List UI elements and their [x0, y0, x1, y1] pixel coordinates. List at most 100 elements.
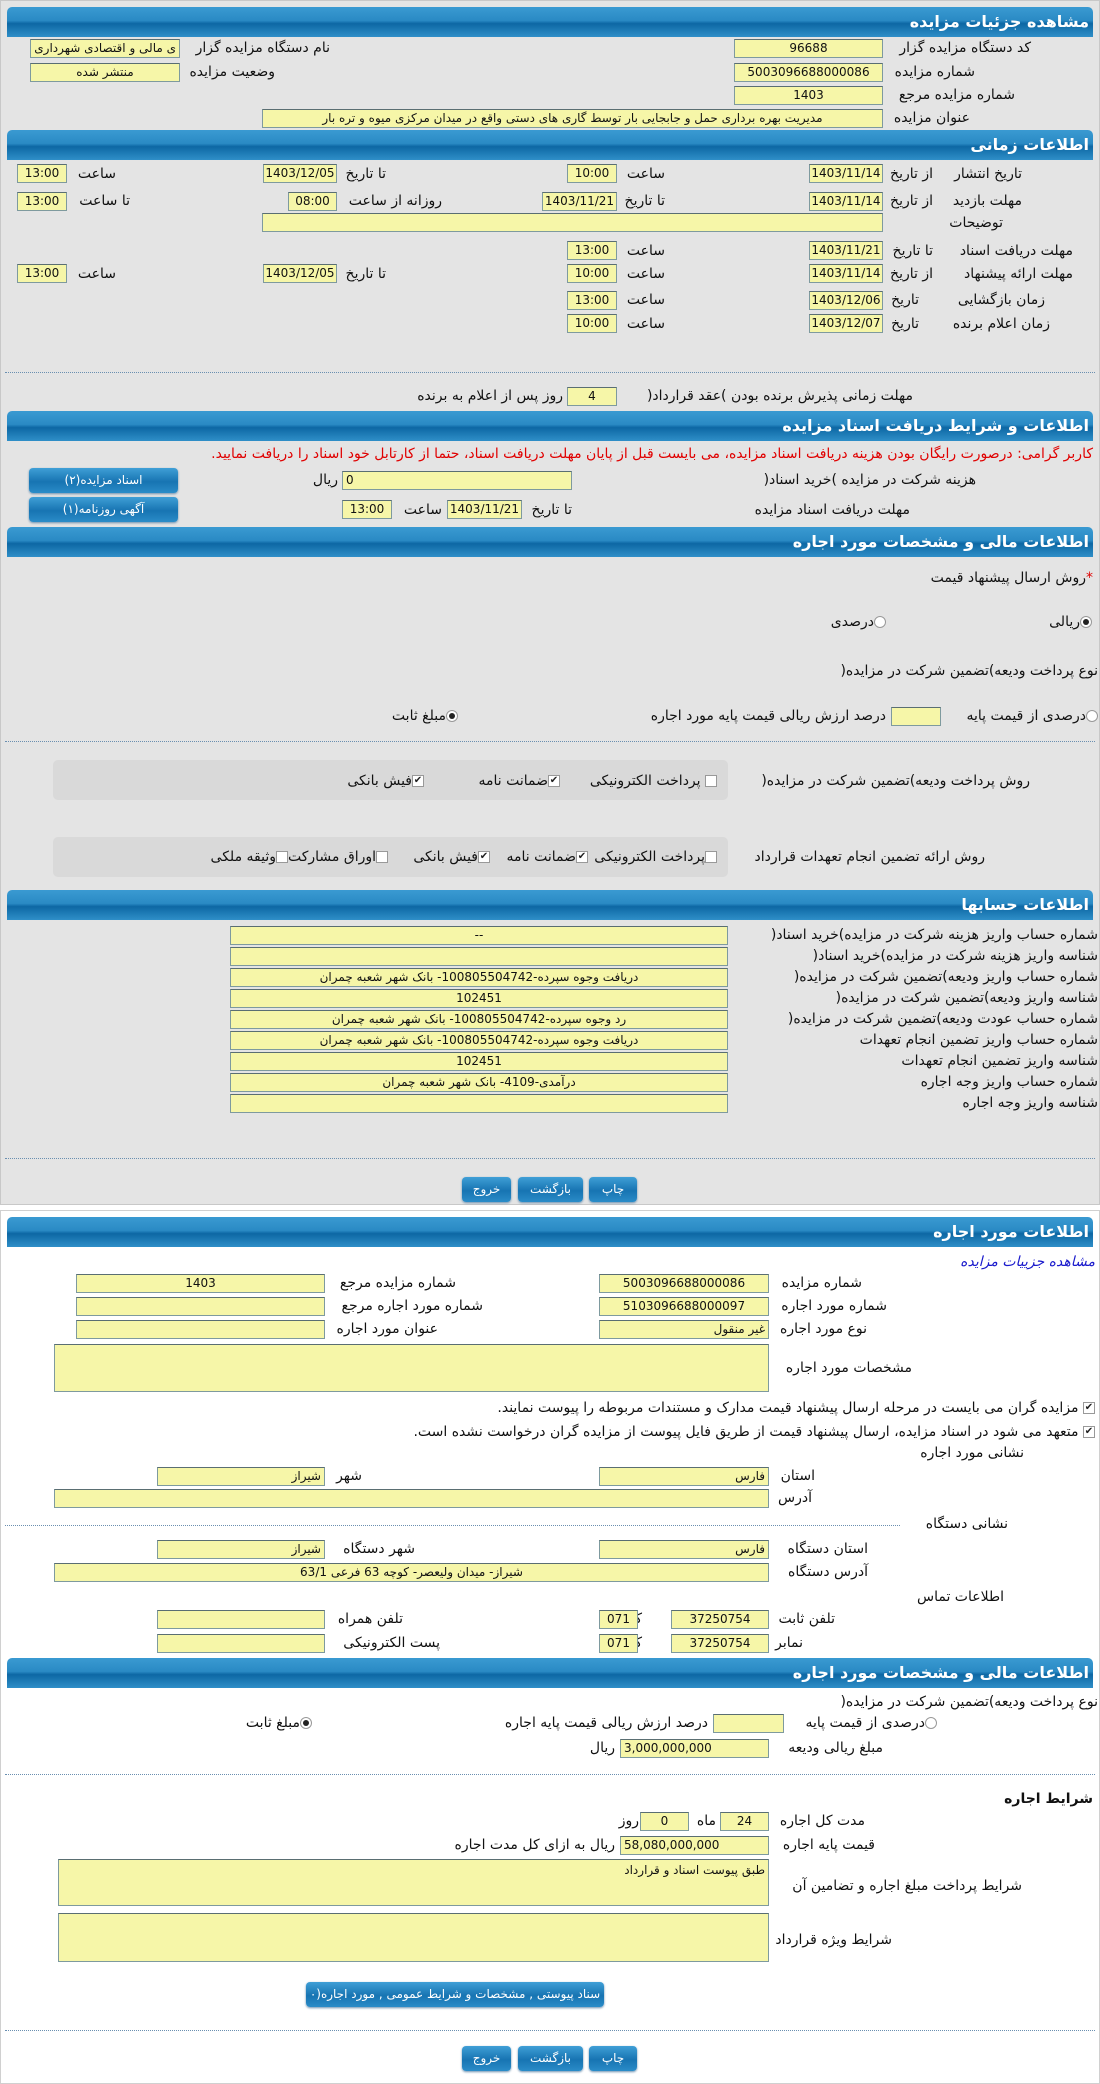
province-field[interactable]: فارس	[599, 1467, 769, 1486]
radio-rial[interactable]: ریالی	[1049, 612, 1092, 632]
newspaper-ad-button[interactable]: آگهی روزنامه(۱)	[29, 497, 178, 522]
radio-button[interactable]	[300, 1717, 312, 1729]
attach-docs-checkbox[interactable]: ✔ مزایده گران می بایست در مرحله ارسال پی…	[497, 1398, 1095, 1418]
lease-ref-field[interactable]: 1403	[76, 1274, 325, 1293]
radio-percent-base[interactable]: درصدی از قیمت پایه	[966, 706, 1098, 726]
lease-percent-field[interactable]	[713, 1714, 784, 1733]
docs-deadline-time-field[interactable]: 13:00	[342, 500, 392, 519]
checkbox[interactable]	[705, 775, 717, 787]
radio-fixed[interactable]: مبلغ ثابت	[392, 706, 458, 726]
publish-to-field[interactable]: 1403/12/05	[263, 164, 337, 183]
radio-button[interactable]	[446, 710, 458, 722]
email-field[interactable]	[157, 1634, 325, 1653]
no-file-checkbox[interactable]: ✔ متعهد می شود در اسناد مزایده، ارسال پی…	[413, 1422, 1095, 1442]
offer-to-time-field[interactable]: 13:00	[17, 264, 67, 283]
auction-docs-button[interactable]: اسناد مزایده(۲)	[29, 468, 178, 493]
winner-date-field[interactable]: 1403/12/07	[809, 314, 883, 333]
account-field[interactable]	[230, 947, 728, 966]
back-button[interactable]: بازگشت	[518, 2046, 583, 2071]
accept-days-field[interactable]: 4	[567, 387, 617, 406]
print-button[interactable]: چاپ	[589, 2046, 637, 2071]
percent-field[interactable]	[891, 707, 941, 726]
radio-button[interactable]	[1080, 616, 1092, 628]
opening-time-field[interactable]: 13:00	[567, 291, 617, 310]
docs-to-time-field[interactable]: 13:00	[567, 241, 617, 260]
checkbox[interactable]: ✔	[576, 851, 588, 863]
account-field[interactable]: 102451	[230, 989, 728, 1008]
visit-from-field[interactable]: 1403/11/14	[809, 192, 883, 211]
radio-button[interactable]	[925, 1717, 937, 1729]
checkbox[interactable]	[705, 851, 717, 863]
docs-deadline-date-field[interactable]: 1403/11/21	[447, 500, 522, 519]
fee-field[interactable]: 0	[342, 471, 572, 490]
visit-to-field[interactable]: 1403/11/21	[542, 192, 617, 211]
address-field[interactable]	[54, 1489, 769, 1508]
status-field[interactable]: منتشر شده	[30, 63, 180, 82]
attachments-button[interactable]: سناد پیوستی , مشخصات و شرایط عمومی , مور…	[306, 1982, 604, 2007]
publish-to-time-field[interactable]: 13:00	[17, 164, 67, 183]
exit-button[interactable]: خروج	[462, 2046, 511, 2071]
months-field[interactable]: 24	[720, 1812, 769, 1831]
auction-number-field[interactable]: 5003096688000086	[734, 63, 883, 82]
checkbox[interactable]: ✔	[548, 775, 560, 787]
fax-field[interactable]: 37250754	[671, 1634, 769, 1653]
back-button[interactable]: بازگشت	[518, 1177, 583, 1202]
visit-daily-from-field[interactable]: 08:00	[288, 192, 337, 211]
print-button[interactable]: چاپ	[589, 1177, 637, 1202]
pay-opt-electronic[interactable]: پرداخت الکترونیکی	[590, 771, 717, 791]
exit-button[interactable]: خروج	[462, 1177, 511, 1202]
org-address-field[interactable]: شیراز- میدان ولیعصر- کوچه 63 فرعی 63/1	[54, 1563, 769, 1582]
guarantee-opt-bank-slip[interactable]: ✔فیش بانکی	[413, 847, 490, 867]
notes-field[interactable]	[262, 213, 883, 232]
offer-from-field[interactable]: 1403/11/14	[809, 264, 883, 283]
opening-date-field[interactable]: 1403/12/06	[809, 291, 883, 310]
offer-to-field[interactable]: 1403/12/05	[263, 264, 337, 283]
radio-button[interactable]	[874, 616, 886, 628]
docs-to-field[interactable]: 1403/11/21	[809, 241, 883, 260]
lease-auction-number-field[interactable]: 5003096688000086	[599, 1274, 769, 1293]
org-province-field[interactable]: فارس	[599, 1540, 769, 1559]
org-city-field[interactable]: شیراز	[157, 1540, 325, 1559]
account-field[interactable]	[230, 1094, 728, 1113]
lease-radio-fixed[interactable]: مبلغ ثابت	[246, 1713, 312, 1733]
guarantee-opt-letter[interactable]: ✔ضمانت نامه	[506, 847, 588, 867]
lease-radio-percent-base[interactable]: درصدی از قیمت پایه	[805, 1713, 937, 1733]
checkbox[interactable]	[376, 851, 388, 863]
mobile-field[interactable]	[157, 1610, 325, 1629]
ref-number-field[interactable]: 1403	[734, 86, 883, 105]
checkbox[interactable]: ✔	[412, 775, 424, 787]
item-number-field[interactable]: 5103096688000097	[599, 1297, 769, 1316]
pay-opt-bank-slip[interactable]: ✔فیش بانکی	[347, 771, 424, 791]
offer-from-time-field[interactable]: 10:00	[567, 264, 617, 283]
special-terms-textarea[interactable]	[58, 1913, 769, 1962]
city-field[interactable]: شیراز	[157, 1467, 325, 1486]
phone-code-field[interactable]: 071	[599, 1610, 638, 1629]
checkbox[interactable]: ✔	[1083, 1426, 1095, 1438]
checkbox[interactable]: ✔	[1083, 1402, 1095, 1414]
org-name-field[interactable]: ی مالی و اقتصادی شهرداری	[30, 39, 180, 58]
account-field[interactable]: دریافت وجوه سپرده-100805504742- بانک شهر…	[230, 968, 728, 987]
payment-terms-textarea[interactable]: طبق پیوست اسناد و قرارداد	[58, 1859, 769, 1906]
auction-details-link[interactable]: مشاهده جزییات مزایده	[960, 1254, 1095, 1270]
publish-from-field[interactable]: 1403/11/14	[809, 164, 883, 183]
visit-to-time-field[interactable]: 13:00	[17, 192, 67, 211]
account-field[interactable]: رد وجوه سپرده-100805504742- بانک شهر شعب…	[230, 1010, 728, 1029]
item-ref-field[interactable]	[76, 1297, 325, 1316]
org-code-field[interactable]: 96688	[734, 39, 883, 58]
deposit-amount-field[interactable]: 3,000,000,000	[620, 1739, 769, 1758]
account-field[interactable]: درآمدی-4109- بانک شهر شعبه چمران	[230, 1073, 728, 1092]
base-price-field[interactable]: 58,080,000,000	[620, 1836, 769, 1855]
pay-opt-guarantee[interactable]: ✔ضمانت نامه	[478, 771, 560, 791]
guarantee-opt-bonds[interactable]: اوراق مشارکت	[288, 847, 388, 867]
radio-button[interactable]	[1086, 710, 1098, 722]
account-field[interactable]: دریافت وجوه سپرده-100805504742- بانک شهر…	[230, 1031, 728, 1050]
item-type-field[interactable]: غیر منقول	[599, 1320, 769, 1339]
subject-field[interactable]: مدیریت بهره برداری حمل و جابجایی بار توس…	[262, 109, 883, 128]
winner-time-field[interactable]: 10:00	[567, 314, 617, 333]
checkbox[interactable]: ✔	[478, 851, 490, 863]
item-title-field[interactable]	[76, 1320, 325, 1339]
radio-percent[interactable]: درصدی	[831, 612, 886, 632]
days-field[interactable]: 0	[640, 1812, 689, 1831]
fax-code-field[interactable]: 071	[599, 1634, 638, 1653]
phone-field[interactable]: 37250754	[671, 1610, 769, 1629]
